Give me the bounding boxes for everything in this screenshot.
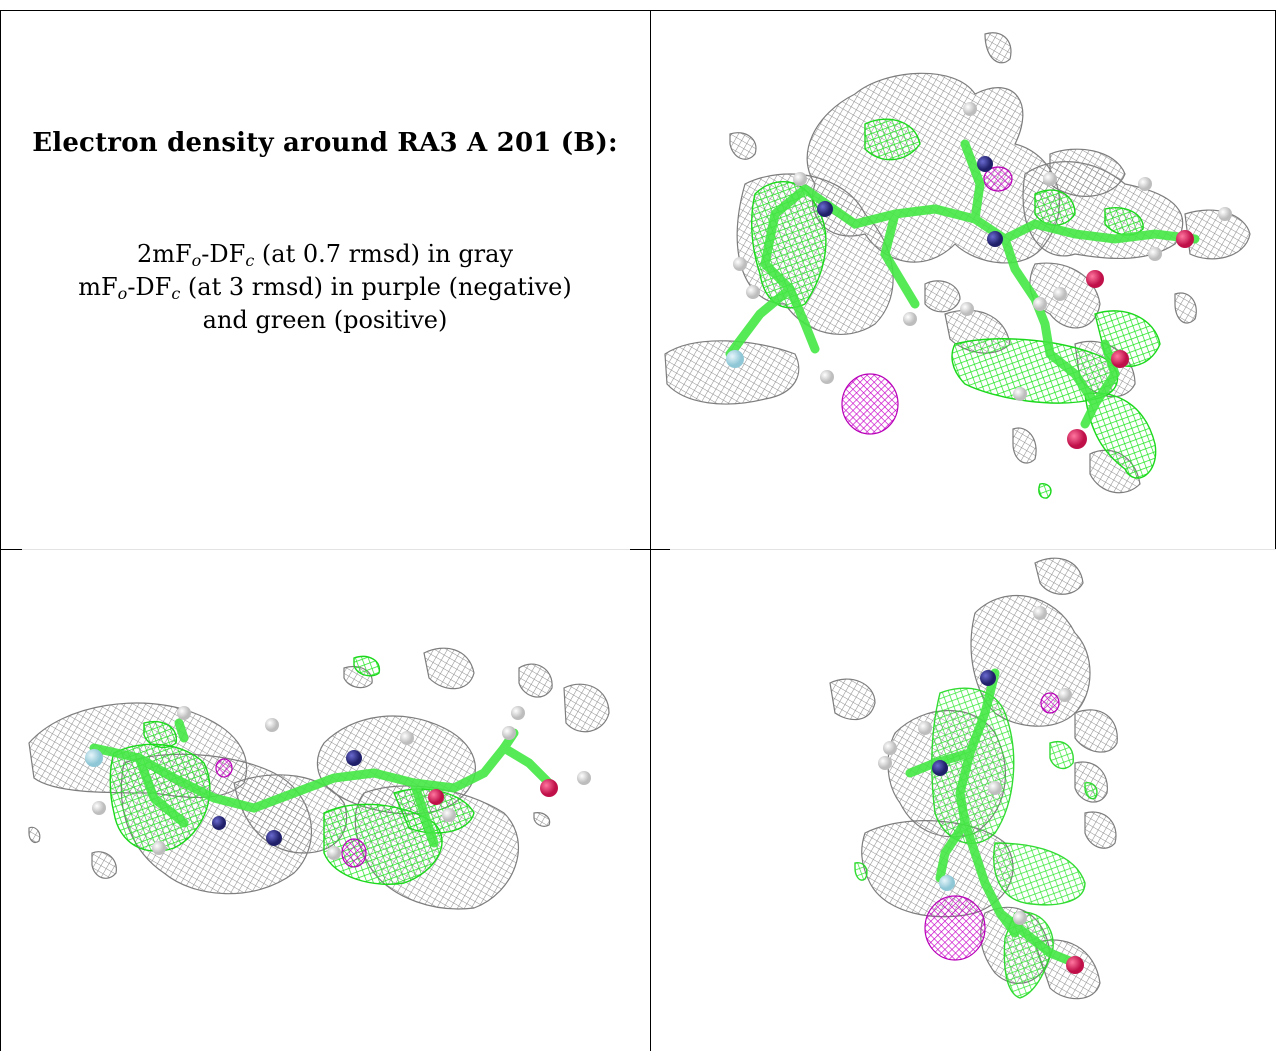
density-view-top-right <box>655 14 1273 546</box>
legend-line-2fofc: 2mFo-DFc (at 0.7 rmsd) in gray <box>136 240 514 270</box>
grid-line-center <box>650 10 651 1051</box>
density-view-bottom-right <box>655 553 1273 1048</box>
legend-line-colors: and green (positive) <box>202 306 448 334</box>
density-view-bottom-left <box>4 553 647 1048</box>
grid-line-left <box>0 10 1 1051</box>
grid-tick-center <box>630 549 670 550</box>
grid-line-top <box>0 10 1276 11</box>
grid-tick-left <box>0 549 22 550</box>
figure-title: Electron density around RA3 A 201 (B): <box>32 128 618 158</box>
legend-line-fofc: mFo-DFc (at 3 rmsd) in purple (negative) <box>78 273 572 303</box>
density-legend: 2mFo-DFc (at 0.7 rmsd) in gray mFo-DFc (… <box>0 238 650 337</box>
